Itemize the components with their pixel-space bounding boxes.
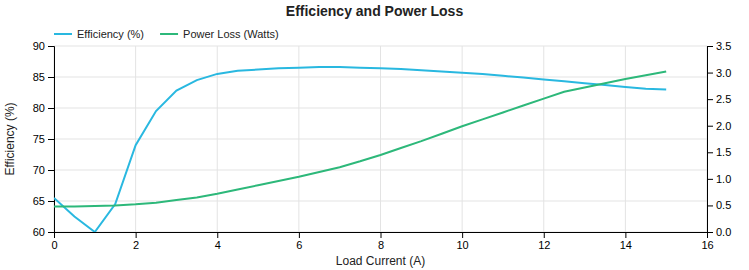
- tick: 3.5: [707, 40, 731, 52]
- legend-swatch: [160, 33, 178, 35]
- tick-label: 75: [33, 133, 45, 145]
- series-line: [54, 67, 666, 232]
- grid-line: [54, 201, 707, 202]
- tick: 75: [33, 133, 54, 145]
- tick-mark: [707, 126, 713, 127]
- tick-label: 16: [701, 239, 713, 251]
- axis-line: [55, 233, 708, 239]
- tick-mark: [48, 201, 54, 202]
- tick-label: 1.5: [716, 146, 731, 158]
- tick-mark: [707, 46, 713, 47]
- y-axis-title: Efficiency (%): [3, 102, 17, 175]
- tick: 14: [620, 232, 632, 251]
- chart-container: 0 2 4 6 8 10 12 14 16 60 65 70 75 80 85 90 0.0 0.5 1.0 1.5 2…: [0, 0, 749, 270]
- tick-label: 2: [133, 239, 139, 251]
- grid: [54, 46, 707, 232]
- tick-label: 70: [33, 164, 45, 176]
- grid-line: [54, 108, 707, 109]
- tick-mark: [48, 232, 54, 233]
- tick-mark: [707, 73, 713, 74]
- tick-label: 12: [538, 239, 550, 251]
- tick: 1.5: [707, 146, 731, 158]
- tick-label: 6: [296, 239, 302, 251]
- grid-line: [54, 46, 707, 47]
- tick: 2.0: [707, 120, 731, 132]
- tick: 0.5: [707, 199, 731, 211]
- tick-mark: [707, 205, 713, 206]
- tick-label: 65: [33, 195, 45, 207]
- tick: 85: [33, 71, 54, 83]
- y2-axis: 0.0 0.5 1.0 1.5 2.0 2.5 3.0 3.5: [707, 40, 731, 238]
- legend: Efficiency (%) Power Loss (Watts): [54, 28, 279, 40]
- legend-swatch: [54, 33, 72, 35]
- tick-mark: [381, 232, 382, 238]
- tick-label: 60: [33, 226, 45, 238]
- tick-label: 3.5: [716, 40, 731, 52]
- tick: 12: [538, 232, 550, 251]
- tick-label: 80: [33, 102, 45, 114]
- tick-mark: [217, 232, 218, 238]
- axis-line: [708, 47, 714, 233]
- legend-label: Power Loss (Watts): [183, 28, 279, 40]
- tick-label: 0: [51, 239, 57, 251]
- tick: 4: [215, 232, 221, 251]
- tick-mark: [544, 232, 545, 238]
- tick: 0.0: [707, 226, 731, 238]
- tick-label: 4: [215, 239, 221, 251]
- x-axis: 0 2 4 6 8 10 12 14 16: [51, 232, 713, 251]
- tick-mark: [707, 152, 713, 153]
- tick-label: 90: [33, 40, 45, 52]
- series-line: [54, 72, 666, 207]
- tick-mark: [48, 77, 54, 78]
- tick: 90: [33, 40, 54, 52]
- tick-label: 14: [620, 239, 632, 251]
- tick: 8: [378, 232, 384, 251]
- grid-line: [54, 170, 707, 171]
- tick-mark: [48, 139, 54, 140]
- x-axis-title: Load Current (A): [336, 254, 425, 268]
- grid-line: [54, 139, 707, 140]
- tick-label: 8: [378, 239, 384, 251]
- tick-label: 0.0: [716, 226, 731, 238]
- tick: 70: [33, 164, 54, 176]
- tick-mark: [462, 232, 463, 238]
- tick: 3.0: [707, 67, 731, 79]
- tick: 6: [296, 232, 302, 251]
- tick-mark: [136, 232, 137, 238]
- legend-label: Efficiency (%): [77, 28, 144, 40]
- lines: [54, 67, 666, 232]
- tick-mark: [707, 99, 713, 100]
- tick-label: 1.0: [716, 173, 731, 185]
- y-axis: 60 65 70 75 80 85 90: [33, 40, 55, 238]
- title: Efficiency and Power Loss: [286, 3, 464, 19]
- tick-mark: [48, 46, 54, 47]
- tick: 2.5: [707, 93, 731, 105]
- tick-label: 2.5: [716, 93, 731, 105]
- legend-item: Efficiency (%): [54, 28, 144, 40]
- tick: 2: [133, 232, 139, 251]
- tick-label: 0.5: [716, 199, 731, 211]
- plot-area: 0 2 4 6 8 10 12 14 16 60 65 70 75 80 85 90 0.0 0.5 1.0 1.5 2…: [33, 40, 732, 251]
- tick-mark: [48, 170, 54, 171]
- tick: 0: [51, 232, 57, 251]
- tick: 1.0: [707, 173, 731, 185]
- tick-mark: [707, 179, 713, 180]
- axis-line: [48, 47, 55, 233]
- tick: 10: [457, 232, 469, 251]
- tick-mark: [707, 232, 713, 233]
- tick-label: 85: [33, 71, 45, 83]
- tick-label: 2.0: [716, 120, 731, 132]
- tick-mark: [48, 108, 54, 109]
- tick: 60: [33, 226, 54, 238]
- tick: 80: [33, 102, 54, 114]
- grid-line: [54, 77, 707, 78]
- tick-label: 10: [457, 239, 469, 251]
- tick-mark: [299, 232, 300, 238]
- tick-mark: [625, 232, 626, 238]
- tick: 16: [701, 232, 713, 251]
- chart: 0 2 4 6 8 10 12 14 16 60 65 70 75 80 85 90 0.0 0.5 1.0 1.5 2…: [0, 0, 749, 270]
- tick: 65: [33, 195, 54, 207]
- legend-item: Power Loss (Watts): [160, 28, 279, 40]
- tick-label: 3.0: [716, 67, 731, 79]
